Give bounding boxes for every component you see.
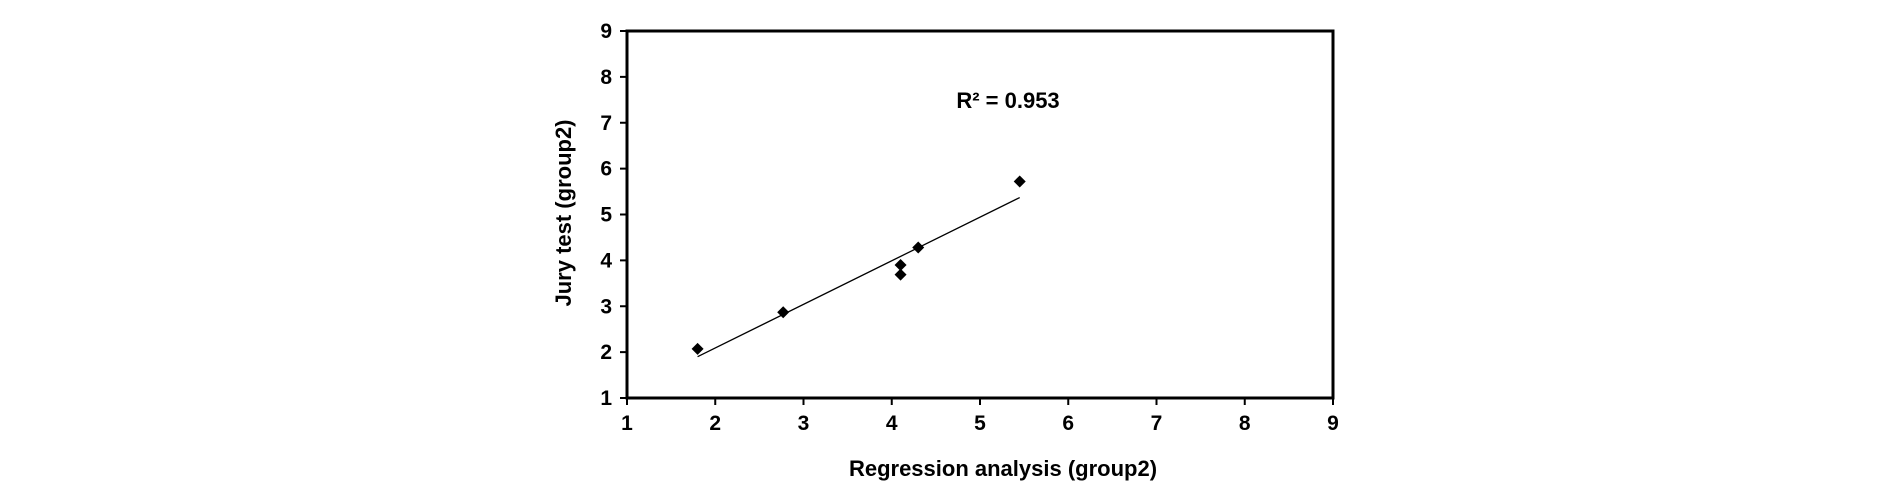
y-tick-label: 9 [600, 20, 612, 43]
x-tick-label: 6 [1062, 412, 1074, 435]
x-tick-label: 7 [1151, 412, 1163, 435]
trendline-layer [697, 196, 1021, 358]
y-tick-label: 6 [600, 158, 612, 181]
y-tick-label: 8 [600, 66, 612, 89]
data-points [691, 175, 1026, 355]
r-squared-annotation: R² = 0.953 [956, 88, 1059, 113]
plot-area [625, 29, 1335, 400]
y-tick-label: 1 [600, 387, 612, 410]
data-point [691, 342, 704, 355]
x-axis-title: Regression analysis (group2) [849, 456, 1157, 481]
x-tick-label: 4 [886, 412, 898, 435]
y-tick-label: 4 [600, 249, 612, 272]
data-point [912, 241, 925, 254]
x-tick-label: 2 [709, 412, 721, 435]
x-tick-label: 5 [974, 412, 986, 435]
y-tick-label: 3 [600, 295, 612, 318]
x-tick-label: 3 [798, 412, 810, 435]
data-point [894, 268, 907, 281]
x-tick-label: 8 [1239, 412, 1251, 435]
y-tick-label: 7 [600, 112, 612, 135]
x-tick-label: 9 [1327, 412, 1339, 435]
y-axis: 1 2 3 4 5 6 7 8 9 [600, 20, 627, 410]
y-axis-title: Jury test (group2) [551, 119, 576, 306]
data-point [777, 306, 790, 319]
linear-trendline [697, 196, 1021, 358]
y-tick-label: 5 [600, 204, 612, 227]
y-tick-label: 2 [600, 341, 612, 364]
data-point [1013, 175, 1026, 188]
data-point [894, 258, 907, 271]
x-axis: 1 2 3 4 5 6 7 8 9 [621, 398, 1339, 435]
x-tick-label: 1 [621, 412, 633, 435]
